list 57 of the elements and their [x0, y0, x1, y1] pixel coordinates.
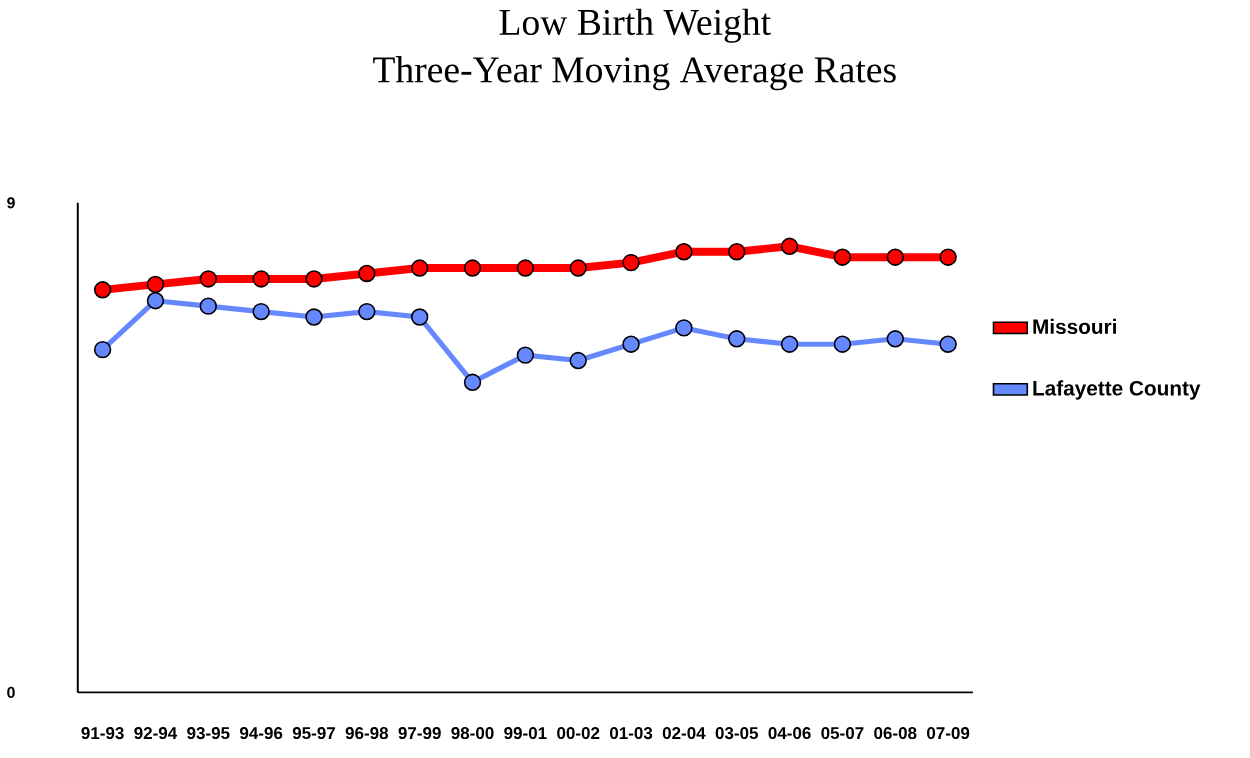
- x-tick-label: 03-05: [715, 727, 759, 740]
- point: [569, 259, 587, 277]
- x-tick-label: 98-00: [451, 727, 494, 740]
- x-tick-label: 93-95: [187, 727, 230, 740]
- point: [305, 308, 323, 326]
- x-tick-label: 91-93: [81, 727, 124, 740]
- x-tick-label: 99-01: [504, 727, 547, 740]
- x-tick-label: 97-99: [398, 727, 441, 740]
- x-tick-label: 94-96: [239, 727, 283, 740]
- x-tick-label: 07-09: [927, 727, 970, 740]
- point: [199, 270, 217, 288]
- x-tick-label: 92-94: [134, 727, 178, 740]
- y-tick-label: 0: [7, 686, 15, 699]
- point: [146, 275, 165, 294]
- point: [675, 319, 693, 337]
- legend-label: Missouri: [1033, 318, 1116, 335]
- point: [569, 351, 587, 370]
- point: [939, 248, 957, 267]
- point: [146, 292, 165, 310]
- point: [463, 373, 482, 392]
- chart-title: Low Birth Weight: [499, 8, 771, 43]
- point: [252, 270, 270, 288]
- point: [780, 335, 799, 354]
- point: [939, 335, 957, 354]
- point: [622, 254, 640, 272]
- point: [199, 297, 217, 315]
- point: [675, 243, 693, 261]
- point: [463, 259, 482, 277]
- point: [833, 248, 852, 267]
- point: [780, 237, 799, 256]
- chart-subtitle: Three-Year Moving Average Rates: [373, 56, 896, 91]
- point: [833, 335, 852, 354]
- x-tick-label: 95-97: [292, 727, 335, 740]
- x-tick-label: 06-08: [874, 727, 917, 740]
- point: [410, 308, 429, 326]
- point: [252, 303, 270, 321]
- point: [358, 264, 376, 283]
- legend-label: Lafayette County: [1033, 380, 1201, 400]
- point: [305, 270, 323, 288]
- x-tick-label: 05-07: [821, 727, 864, 740]
- point: [886, 330, 904, 348]
- x-tick-label: 96-98: [345, 727, 389, 740]
- point: [622, 335, 640, 354]
- x-tick-label: 02-04: [662, 727, 706, 740]
- point: [410, 259, 429, 277]
- x-tick-label: 04-06: [768, 727, 811, 740]
- point: [516, 346, 535, 364]
- point: [93, 341, 112, 359]
- x-tick-label: 01-03: [609, 727, 653, 740]
- point: [728, 330, 746, 348]
- point: [886, 248, 904, 267]
- point: [516, 259, 535, 277]
- point: [728, 243, 746, 261]
- point: [93, 281, 112, 299]
- point: [358, 303, 376, 321]
- y-tick-label: 9: [7, 197, 15, 209]
- x-tick-label: 00-02: [557, 727, 600, 740]
